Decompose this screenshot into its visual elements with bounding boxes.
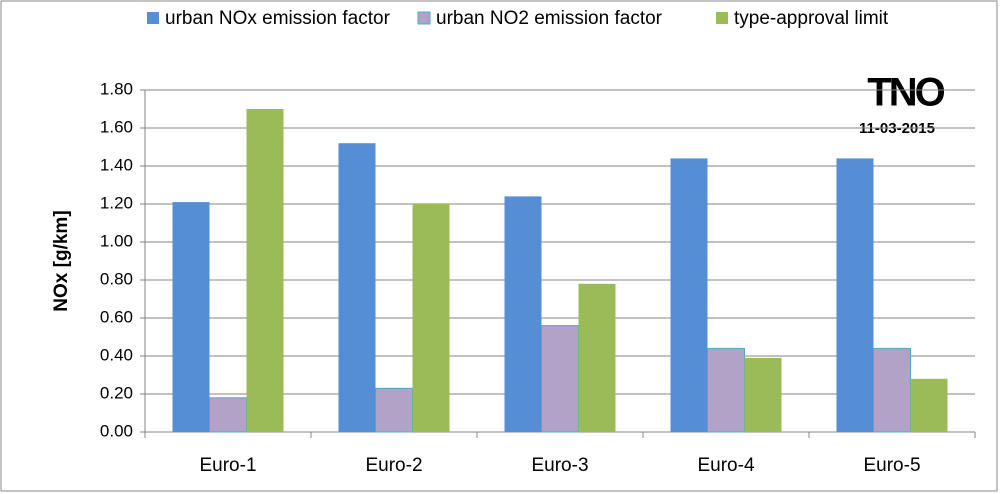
y-tick-label: 1.20 [100,193,133,212]
bar [541,325,579,433]
bar [504,196,542,432]
y-axis-label: NOx [g/km] [51,210,72,311]
x-tick-label: Euro-5 [863,455,920,476]
bar [707,347,745,433]
logo: TNO [867,71,944,115]
x-tick-label: Euro-1 [199,455,256,476]
bar [338,143,376,432]
bar [670,158,708,432]
y-tick-label: 0.40 [100,345,133,364]
legend-swatch [147,12,159,24]
bar [375,387,413,433]
y-tick-label: 1.00 [100,231,133,250]
bar [412,204,450,432]
legend-swatch [417,11,431,25]
y-tick-label: 0.20 [100,383,133,402]
bar [910,378,948,432]
bar [246,109,284,432]
x-tick-label: Euro-4 [697,455,754,476]
y-tick-label: 1.40 [100,155,133,174]
legend-swatch [716,12,728,24]
y-tick-label: 0.00 [100,421,133,440]
y-tick-label: 1.60 [100,117,133,136]
x-tick-label: Euro-3 [531,455,588,476]
y-tick-label: 0.80 [100,269,133,288]
y-tick-label: 1.80 [100,79,133,98]
y-tick-label: 0.60 [100,307,133,326]
x-tick-label: Euro-2 [365,455,422,476]
bar [172,202,210,432]
bar [744,357,782,432]
bar [578,283,616,432]
bar [873,347,911,433]
legend-label: type-approval limit [734,8,889,29]
legend-label: urban NOx emission factor [165,8,391,29]
bar [209,397,247,433]
legend-label: urban NO2 emission factor [436,8,663,29]
bar [836,158,874,432]
